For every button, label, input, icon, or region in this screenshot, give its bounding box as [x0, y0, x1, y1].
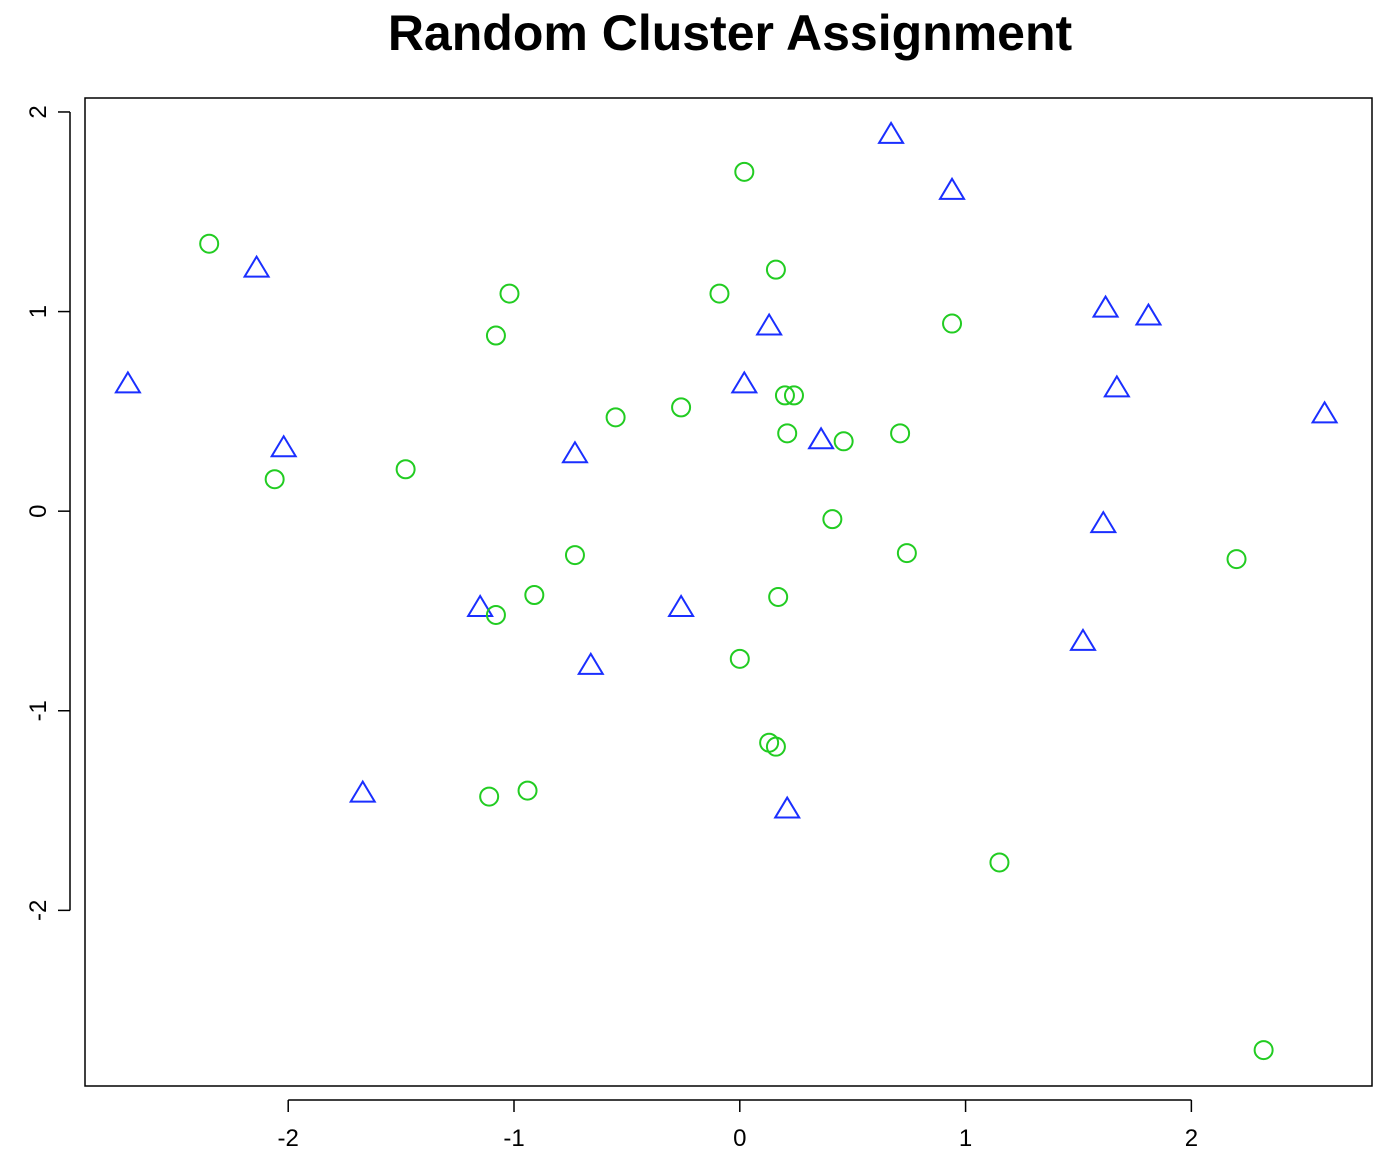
- triangle-point: [242, 254, 271, 278]
- triangle-point: [755, 312, 783, 336]
- circle-point: [517, 780, 538, 801]
- x-tick-label: 1: [959, 1125, 972, 1152]
- circle-point: [1226, 549, 1247, 570]
- data-points: [114, 120, 1339, 1061]
- x-tick-label: -1: [503, 1125, 524, 1152]
- y-tick-label: -1: [25, 700, 52, 721]
- circle-point: [729, 648, 750, 669]
- circle-point: [709, 283, 730, 304]
- triangle-point: [807, 426, 835, 450]
- triangle-point: [348, 779, 377, 803]
- circle-point: [777, 423, 798, 444]
- y-tick-label: 1: [25, 305, 52, 318]
- x-tick-label: -2: [278, 1125, 299, 1152]
- plot-frame: [84, 97, 1373, 1087]
- circle-point: [485, 325, 506, 346]
- triangle-point: [1069, 627, 1097, 651]
- triangle-point: [269, 434, 298, 458]
- triangle-point: [1103, 374, 1131, 398]
- triangle-point: [773, 795, 801, 819]
- circle-point: [774, 385, 795, 406]
- circle-point: [759, 732, 780, 753]
- circle-point: [822, 509, 843, 530]
- triangle-point: [577, 651, 605, 675]
- circle-point: [524, 584, 545, 605]
- y-axis: -2 -1 0 1 2: [25, 105, 71, 921]
- triangle-point: [667, 594, 695, 617]
- circle-point: [833, 431, 854, 452]
- triangle-point: [1310, 400, 1339, 424]
- triangle-point: [466, 594, 494, 617]
- circle-point: [783, 385, 804, 406]
- triangle-point: [1134, 302, 1163, 326]
- circle-point: [890, 423, 911, 444]
- triangle-point: [938, 176, 966, 200]
- chart-title: Random Cluster Assignment: [388, 5, 1073, 61]
- circle-point: [765, 259, 786, 280]
- circle-point: [765, 736, 786, 757]
- circle-point: [896, 543, 917, 564]
- circle-point: [734, 161, 755, 182]
- y-tick-label: 2: [25, 105, 52, 118]
- x-tick-label: 0: [733, 1125, 746, 1152]
- y-tick-label: -2: [25, 900, 52, 921]
- circle-point: [989, 852, 1010, 873]
- x-tick-label: 2: [1185, 1125, 1198, 1152]
- circle-point: [942, 313, 963, 334]
- circle-point: [605, 407, 626, 428]
- triangle-point: [1089, 510, 1118, 534]
- triangle-point: [877, 120, 905, 144]
- triangle-point: [730, 370, 759, 394]
- triangle-point: [1091, 294, 1120, 318]
- circle-point: [1253, 1040, 1274, 1061]
- circle-point: [199, 233, 220, 254]
- circle-point: [485, 604, 506, 625]
- y-tick-label: 0: [25, 504, 52, 517]
- triangle-point: [114, 370, 142, 394]
- circle-point: [395, 459, 416, 480]
- x-axis: -2 -1 0 1 2: [278, 1099, 1198, 1152]
- circle-point: [479, 786, 500, 807]
- circle-point: [499, 283, 520, 304]
- circle-point: [768, 586, 789, 607]
- circle-point: [671, 397, 692, 418]
- circle-point: [264, 469, 285, 490]
- circle-point: [564, 545, 585, 566]
- triangle-point: [561, 440, 589, 464]
